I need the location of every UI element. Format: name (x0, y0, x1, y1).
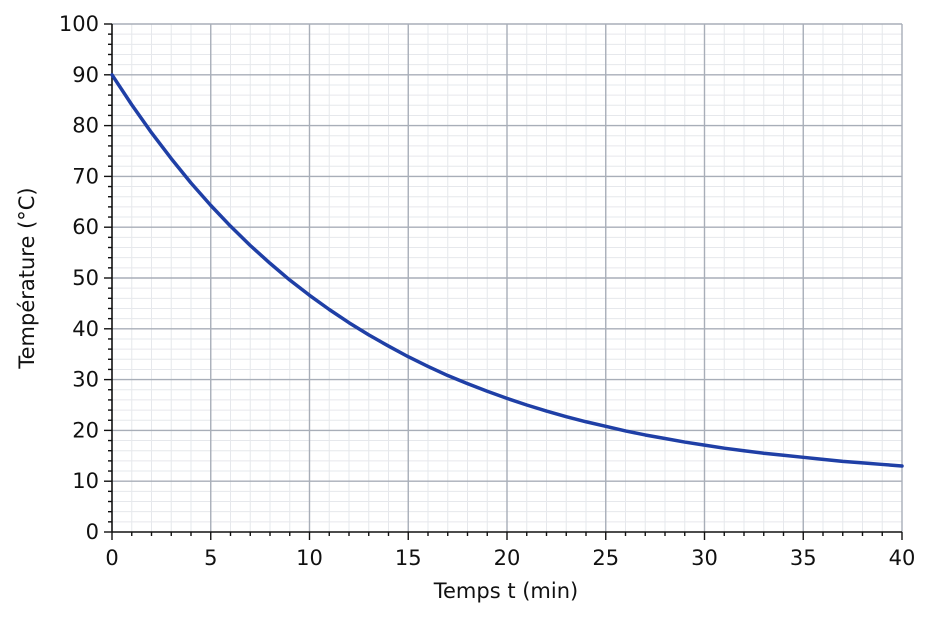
y-tick-label: 70 (72, 164, 99, 188)
x-tick-label: 10 (296, 546, 323, 570)
x-tick-label: 35 (790, 546, 817, 570)
y-tick-label: 80 (72, 114, 99, 138)
y-tick-label: 60 (72, 215, 99, 239)
series-line (110, 73, 904, 468)
y-axis-label: Température (°C) (15, 187, 39, 369)
y-tick-label: 50 (72, 266, 99, 290)
x-tick-label: 0 (105, 546, 118, 570)
x-tick-label: 30 (691, 546, 718, 570)
y-tick-label: 30 (72, 368, 99, 392)
major-grid (112, 23, 903, 532)
plot-area (110, 73, 904, 468)
y-tick-label: 100 (59, 12, 99, 36)
x-tick-label: 40 (889, 546, 916, 570)
x-tick-label: 25 (592, 546, 619, 570)
y-tick-label: 40 (72, 317, 99, 341)
y-tick-label: 10 (72, 469, 99, 493)
y-tick-label: 0 (86, 520, 99, 544)
x-tick-label: 20 (494, 546, 521, 570)
tick-labels: 0 5 10 15 20 25 30 35 40 0 10 20 30 40 50 60 70 80 90 100 (59, 12, 915, 570)
y-tick-label: 90 (72, 63, 99, 87)
x-tick-label: 5 (204, 546, 217, 570)
x-axis-label: Temps t (min) (433, 579, 578, 603)
axes (104, 23, 903, 540)
x-tick-label: 15 (395, 546, 422, 570)
y-tick-label: 20 (72, 418, 99, 442)
